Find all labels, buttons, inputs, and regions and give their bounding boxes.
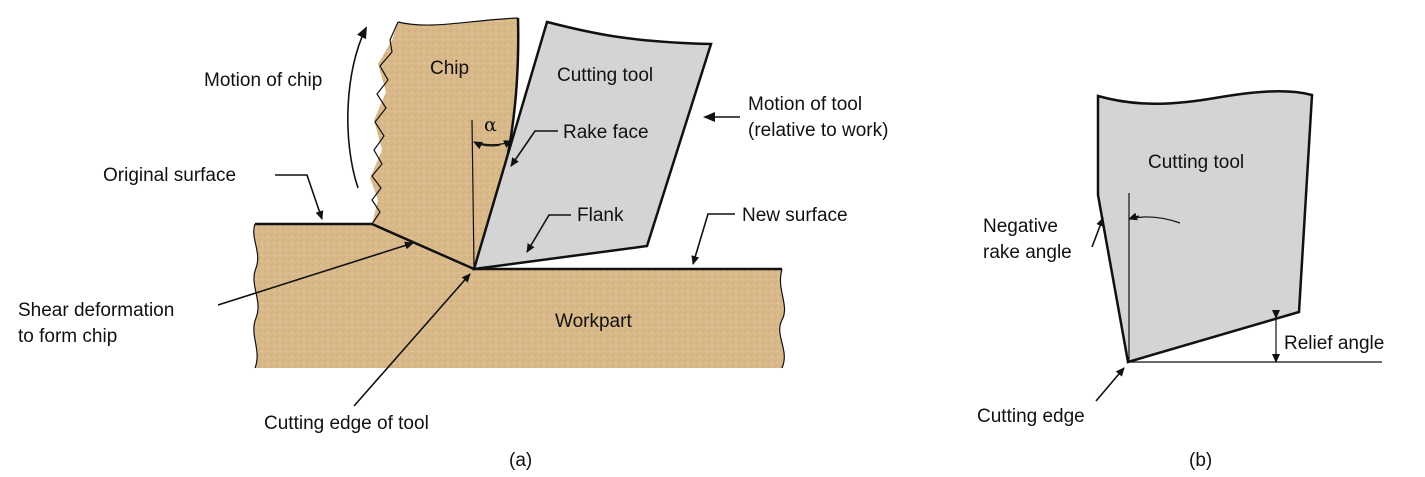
new-surface-label: New surface <box>742 205 848 226</box>
workpart-label: Workpart <box>555 311 632 332</box>
flank-label: Flank <box>577 205 624 226</box>
panel-b: Cutting tool Negative rake angle Relief … <box>977 90 1384 471</box>
rake-face-label: Rake face <box>563 122 649 143</box>
workpart-shape <box>253 224 785 368</box>
original-surface-label: Original surface <box>103 165 236 186</box>
cutting-edge-of-tool-label: Cutting edge of tool <box>264 413 429 434</box>
motion-of-chip-label: Motion of chip <box>204 70 322 91</box>
motion-of-tool-label: Motion of tool <box>748 94 862 115</box>
cutting-tool-label-b: Cutting tool <box>1148 152 1244 173</box>
shear-plane-line <box>371 222 475 271</box>
cutting-edge-label: Cutting edge <box>977 406 1085 427</box>
negative-rake-sub-label: rake angle <box>983 242 1072 263</box>
relief-angle-label: Relief angle <box>1284 333 1384 354</box>
shear-deformation-sub-label: to form chip <box>18 326 117 347</box>
panel-a: α Motion of chip Chip Cutting tool Motio… <box>18 17 888 471</box>
cutting-tool-label-a: Cutting tool <box>557 65 653 86</box>
motion-of-tool-sub-label: (relative to work) <box>748 120 888 141</box>
alpha-label: α <box>484 114 497 136</box>
cutting-tool-shape-b <box>1096 90 1314 364</box>
caption-b: (b) <box>1189 450 1212 471</box>
chip-label: Chip <box>430 58 469 79</box>
caption-a: (a) <box>509 450 532 471</box>
cutting-tool-shape <box>472 20 713 271</box>
chip-shape <box>370 18 519 269</box>
shear-deformation-label: Shear deformation <box>18 300 174 321</box>
negative-rake-label: Negative <box>983 216 1058 237</box>
